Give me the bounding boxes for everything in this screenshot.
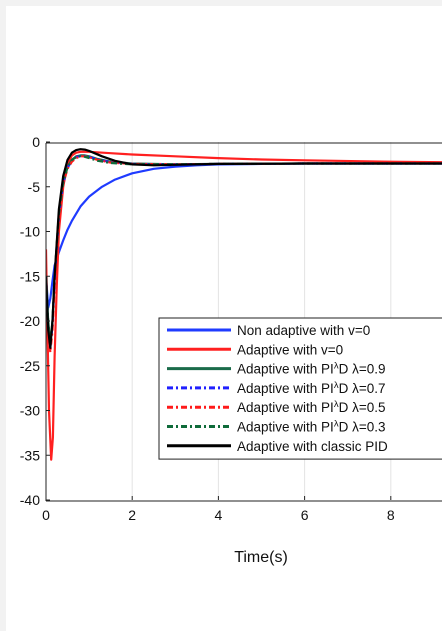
legend: Non adaptive with v=0 Adaptive with v=0 Ad… <box>158 317 442 460</box>
series-group <box>46 148 442 461</box>
y-tick-label: -20 <box>20 313 40 329</box>
y-tick-label: -5 <box>28 179 41 195</box>
legend-label-6: Adaptive with PIλD λ=0.3 <box>237 418 385 435</box>
legend-label-1: Non adaptive with v=0 <box>237 323 370 338</box>
series-line-7 <box>46 148 442 349</box>
x-tick-label: 6 <box>301 507 309 523</box>
y-tick-label: -40 <box>20 492 40 508</box>
legend-box <box>158 317 442 460</box>
y-tick-label: -25 <box>20 358 40 374</box>
x-tick-label: 4 <box>215 507 223 523</box>
figure-frame: 0 2 4 6 8 0 -5 -10 -15 -20 -25 -30 -35 -40 Time(s) No… <box>6 6 442 631</box>
x-tick-label: 8 <box>387 507 395 523</box>
legend-label-2: Adaptive with v=0 <box>237 342 343 357</box>
legend-label-5: Adaptive with PIλD λ=0.5 <box>237 399 385 416</box>
axis-ticks: 0 2 4 6 8 0 -5 -10 -15 -20 -25 -30 -35 -40 <box>20 134 395 523</box>
y-tick-label: -35 <box>20 447 40 463</box>
legend-label-4: Adaptive with PIλD λ=0.7 <box>237 379 385 396</box>
y-tick-label: -15 <box>20 268 40 284</box>
legend-label-3: Adaptive with PIλD λ=0.9 <box>237 360 385 377</box>
y-tick-label: -30 <box>20 403 40 419</box>
y-tick-label: 0 <box>32 134 40 150</box>
legend-label-7: Adaptive with classic PID <box>237 439 388 454</box>
x-tick-label: 2 <box>128 507 136 523</box>
line-chart: 0 2 4 6 8 0 -5 -10 -15 -20 -25 -30 -35 -40 Time(s) No… <box>20 134 442 566</box>
x-axis-label: Time(s) <box>234 549 288 566</box>
y-tick-label: -10 <box>20 224 40 240</box>
x-tick-label: 0 <box>42 507 50 523</box>
series-line-2 <box>46 150 442 461</box>
